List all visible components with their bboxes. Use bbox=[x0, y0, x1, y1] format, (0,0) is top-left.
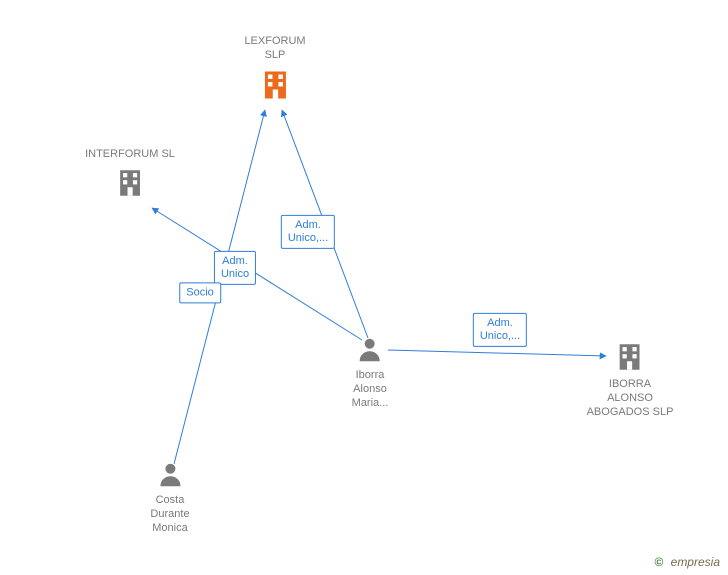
building-icon bbox=[244, 67, 305, 103]
edge-label: Adm. Unico,... bbox=[281, 215, 335, 249]
person-icon bbox=[150, 460, 189, 490]
node-label: Costa Durante Monica bbox=[150, 494, 189, 535]
building-icon bbox=[85, 166, 175, 200]
node-label: INTERFORUM SL bbox=[85, 148, 175, 162]
edge-label: Adm. Unico,... bbox=[473, 313, 527, 347]
building-icon bbox=[587, 340, 674, 374]
brand-name: empresia bbox=[671, 555, 720, 569]
edge-label: Adm. Unico bbox=[214, 251, 256, 285]
footer-credit: © empresia bbox=[654, 555, 720, 569]
node-label: LEXFORUM SLP bbox=[244, 35, 305, 63]
edge-label: Socio bbox=[179, 282, 221, 303]
edge-line bbox=[388, 350, 606, 356]
node-interforum[interactable]: INTERFORUM SL bbox=[85, 148, 175, 200]
node-costa[interactable]: Costa Durante Monica bbox=[150, 460, 189, 535]
node-iborra_person[interactable]: Iborra Alonso Maria... bbox=[352, 335, 389, 410]
person-icon bbox=[352, 335, 389, 365]
diagram-edges bbox=[0, 0, 728, 575]
node-label: IBORRA ALONSO ABOGADOS SLP bbox=[587, 378, 674, 419]
copyright-symbol: © bbox=[654, 555, 663, 569]
node-iborra_abogados[interactable]: IBORRA ALONSO ABOGADOS SLP bbox=[587, 340, 674, 419]
node-label: Iborra Alonso Maria... bbox=[352, 369, 389, 410]
node-lexforum[interactable]: LEXFORUM SLP bbox=[244, 35, 305, 103]
